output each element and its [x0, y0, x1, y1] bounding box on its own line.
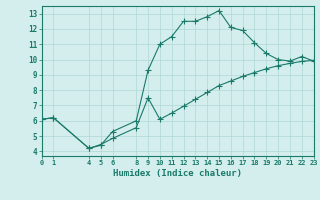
X-axis label: Humidex (Indice chaleur): Humidex (Indice chaleur): [113, 169, 242, 178]
